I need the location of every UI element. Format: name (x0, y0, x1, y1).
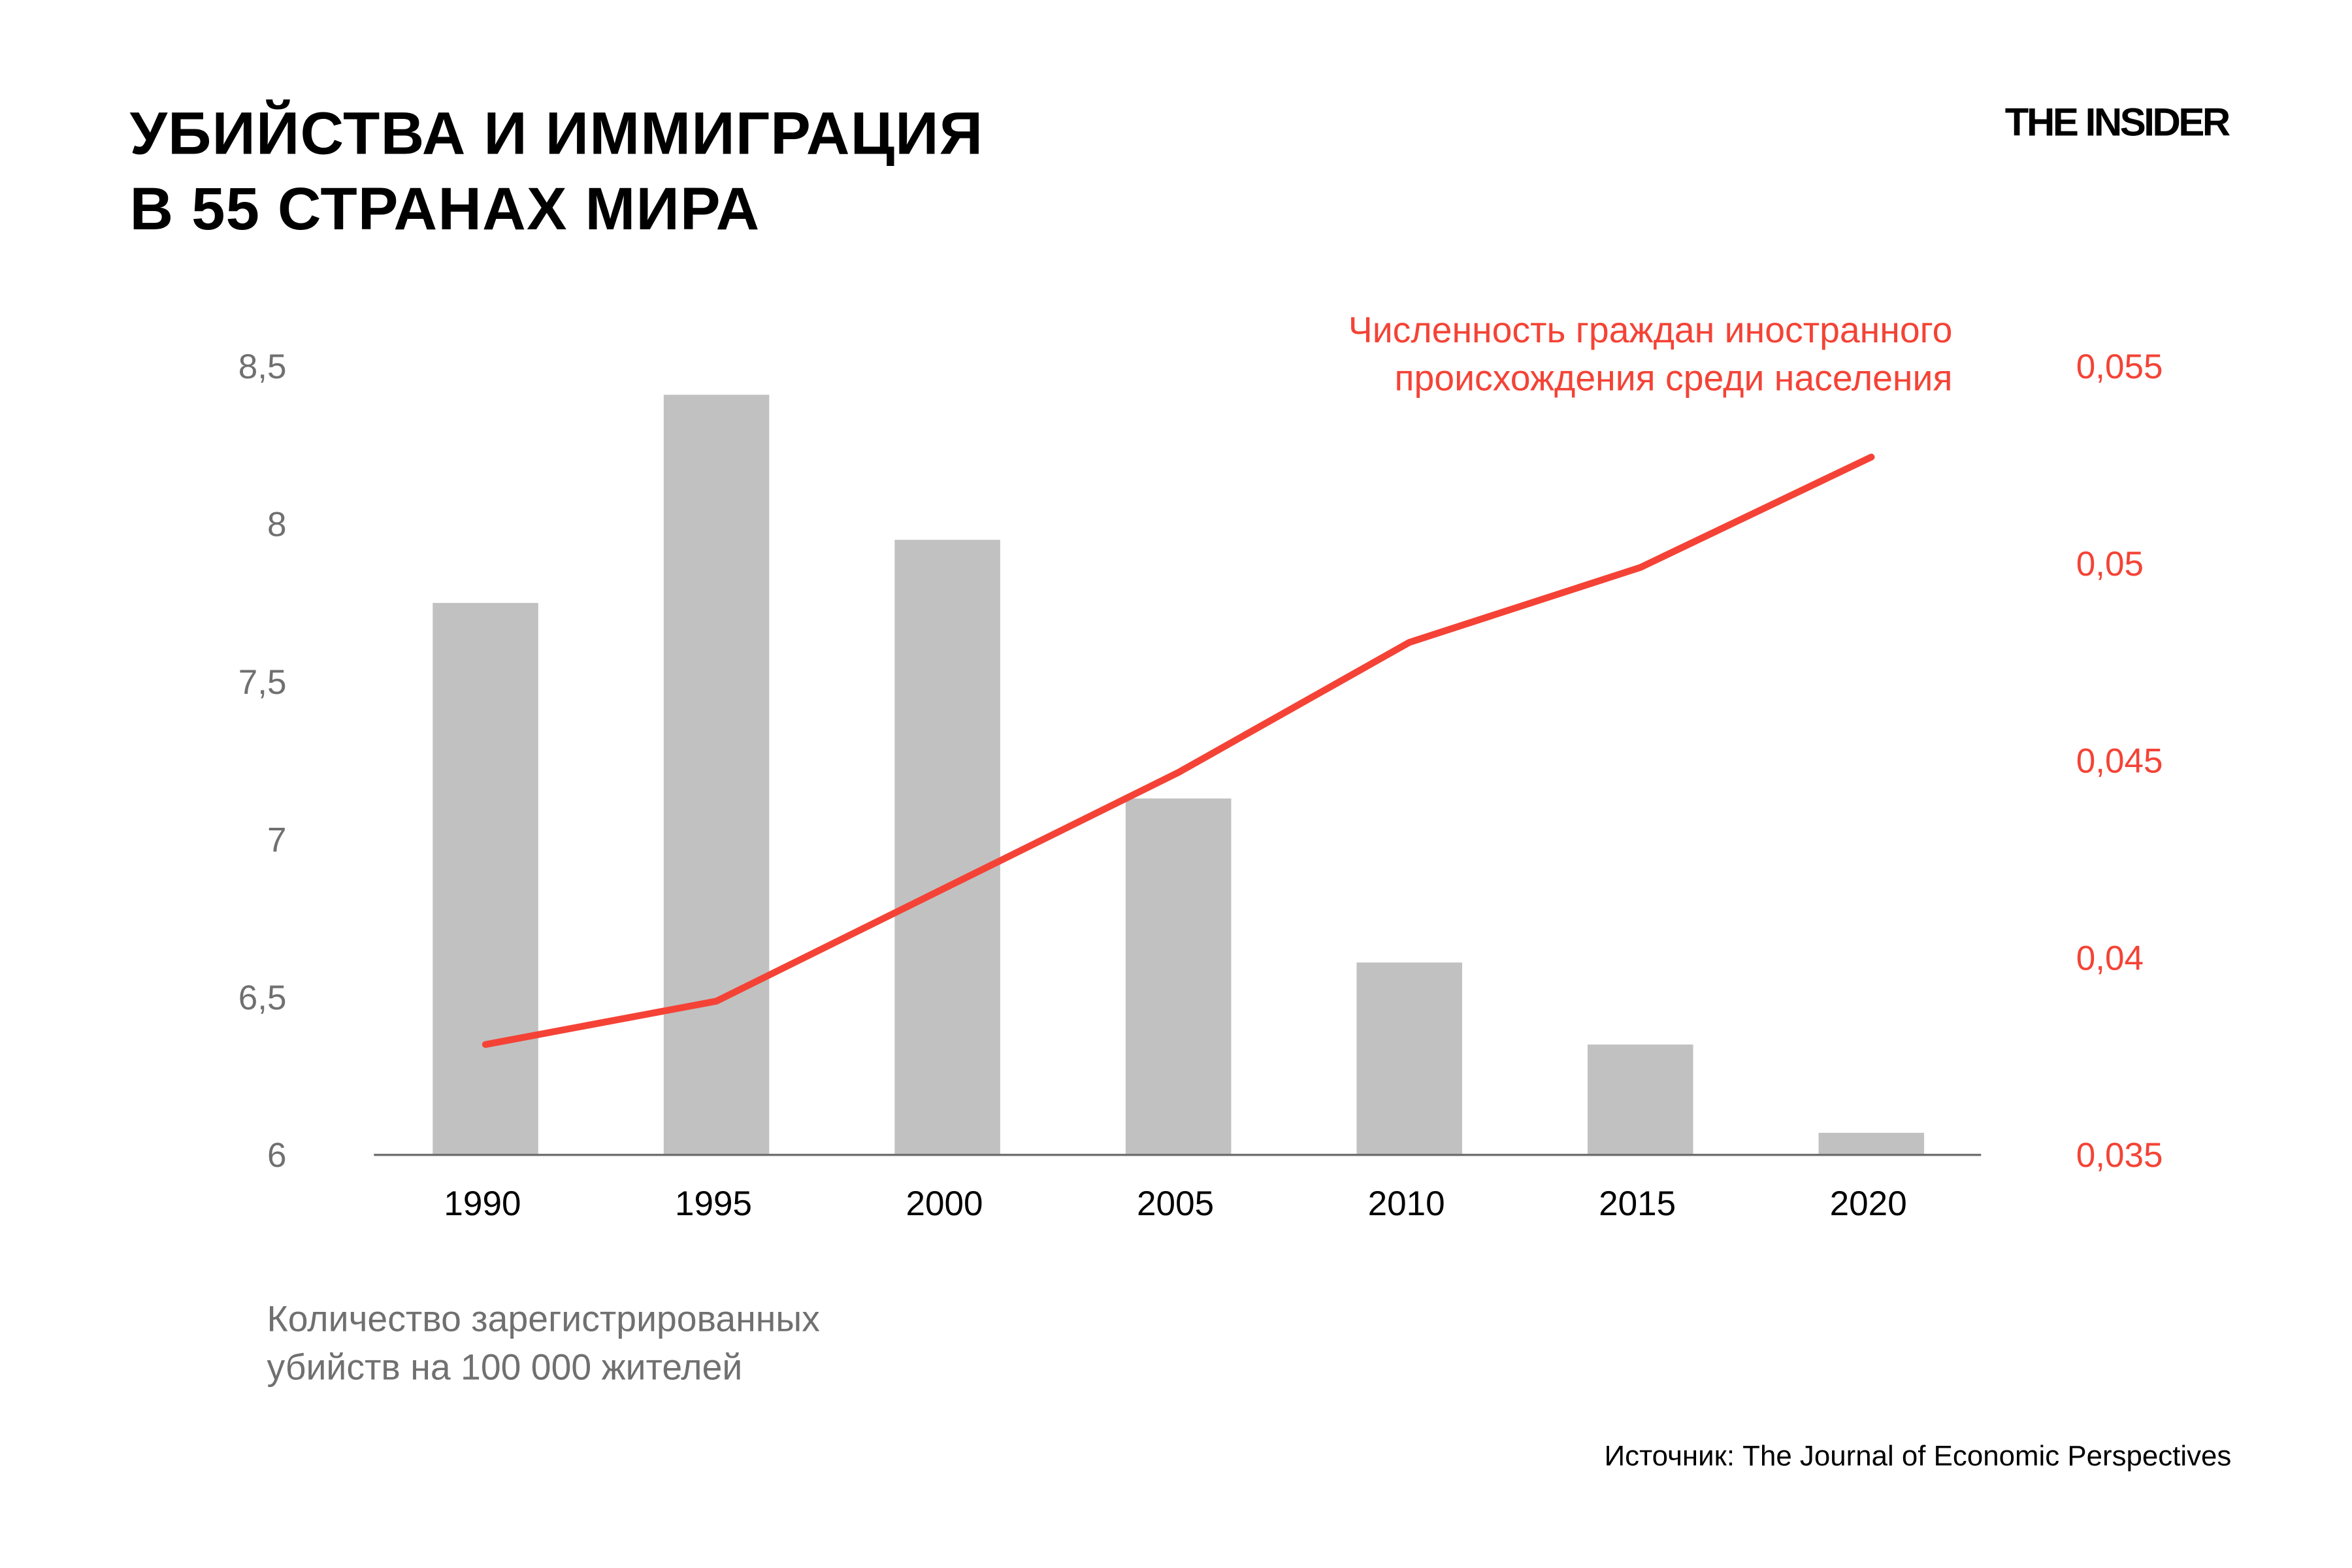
x-tick-label: 2000 (906, 1184, 983, 1223)
left-tick-label: 8,5 (238, 348, 287, 386)
x-tick-label: 1990 (444, 1184, 521, 1223)
legend-line: происхождения среди населения (1394, 359, 1953, 400)
source-note: Источник: The Journal of Economic Perspe… (1604, 1441, 2232, 1473)
legend-line: Количество зарегистрированных (267, 1299, 820, 1341)
title-line: УБИЙСТВА И ИММИГРАЦИЯ (129, 101, 984, 168)
x-tick-label: 2005 (1137, 1184, 1214, 1223)
bar (1818, 1132, 1925, 1155)
left-tick-label: 7,5 (238, 663, 287, 702)
line-series-label: Численность граждан иностранного происхо… (1348, 308, 1953, 404)
left-tick-label: 6 (267, 1136, 287, 1175)
legend-line: убийств на 100 000 жителей (267, 1348, 743, 1389)
bar-series-label: Количество зарегистрированных убийств на… (267, 1297, 819, 1394)
bar (1356, 962, 1462, 1155)
bar (894, 540, 1000, 1155)
chart-title: УБИЙСТВА И ИММИГРАЦИЯ В 55 СТРАНАХ МИРА (129, 97, 983, 248)
left-tick-label: 7 (267, 821, 287, 859)
bar (1125, 798, 1232, 1155)
bar (663, 395, 770, 1155)
right-tick-label: 0,045 (2076, 742, 2163, 781)
x-tick-label: 2010 (1368, 1184, 1445, 1223)
right-tick-label: 0,05 (2076, 545, 2144, 583)
left-tick-label: 8 (267, 506, 287, 544)
x-tick-label: 1995 (675, 1184, 752, 1223)
right-tick-label: 0,04 (2076, 939, 2144, 977)
right-tick-label: 0,035 (2076, 1136, 2163, 1175)
legend-line: Численность граждан иностранного (1348, 310, 1953, 351)
logo: THE INSIDER (2004, 99, 2230, 145)
bar (1587, 1044, 1693, 1155)
x-tick-label: 2020 (1830, 1184, 1907, 1223)
left-tick-label: 6,5 (238, 979, 287, 1017)
bar (433, 602, 538, 1155)
title-line: В 55 СТРАНАХ МИРА (129, 176, 760, 243)
x-tick-label: 2015 (1599, 1184, 1676, 1223)
right-tick-label: 0,055 (2076, 348, 2163, 386)
